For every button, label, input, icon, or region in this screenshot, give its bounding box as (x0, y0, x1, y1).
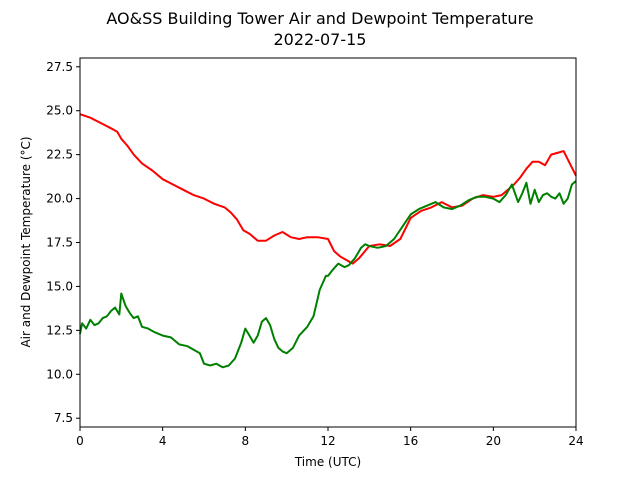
x-tick-label: 16 (403, 434, 418, 448)
plot-lines (79, 113, 577, 369)
y-tick-label: 17.5 (46, 236, 73, 250)
x-tick-label: 0 (76, 434, 84, 448)
y-tick-label: 27.5 (46, 60, 73, 74)
series-line-1 (79, 180, 577, 369)
x-axis-label: Time (UTC) (294, 455, 361, 469)
x-axis: 0 4 8 12 16 20 24 (76, 427, 584, 448)
y-tick-label: 20.0 (46, 192, 73, 206)
chart-subtitle: 2022-07-15 (274, 30, 367, 49)
y-tick-label: 7.5 (54, 411, 73, 425)
plot-frame (79, 57, 577, 428)
y-tick-label: 22.5 (46, 148, 73, 162)
chart-title: AO&SS Building Tower Air and Dewpoint Te… (106, 9, 533, 28)
y-axis-label: Air and Dewpoint Temperature (°C) (19, 136, 33, 347)
y-tick-label: 10.0 (46, 367, 73, 381)
y-tick-label: 25.0 (46, 104, 73, 118)
x-tick-label: 4 (159, 434, 167, 448)
x-tick-label: 20 (486, 434, 501, 448)
y-tick-label: 15.0 (46, 279, 73, 293)
x-tick-label: 12 (320, 434, 335, 448)
x-tick-label: 24 (568, 434, 583, 448)
y-tick-label: 12.5 (46, 323, 73, 337)
series-line-0 (79, 113, 577, 265)
x-tick-label: 8 (242, 434, 250, 448)
y-axis: 7.5 10.0 12.5 15.0 17.5 20.0 22.5 25.0 27.5 (46, 60, 80, 425)
